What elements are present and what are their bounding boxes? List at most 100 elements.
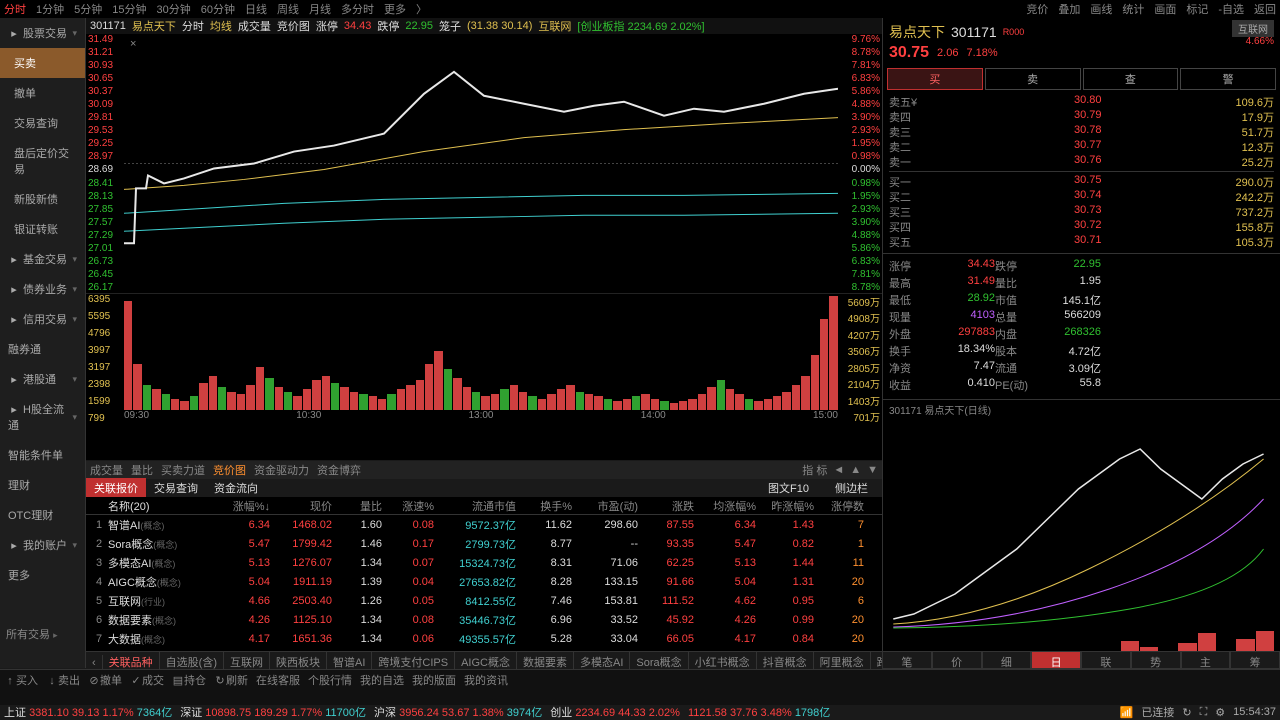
volume-chart[interactable]: 6395559547963997319723981599799 5609万490…: [86, 294, 882, 424]
btab-7[interactable]: 数据要素: [517, 652, 574, 669]
sidebar-group-8[interactable]: 理财: [0, 470, 85, 500]
col-header-9[interactable]: 涨跌: [638, 498, 694, 514]
status-action-5[interactable]: ↻刷新: [214, 672, 248, 688]
status-action-7[interactable]: 个股行情: [308, 672, 352, 688]
btab-0[interactable]: 关联品种: [103, 652, 160, 669]
sidebar-item-0-1[interactable]: 撤单: [0, 78, 85, 108]
col-header-10[interactable]: 均涨幅%: [694, 498, 756, 514]
timeframe-2[interactable]: 5分钟: [74, 1, 102, 17]
sidebar-group-7[interactable]: 智能条件单: [0, 440, 85, 470]
expand-icon[interactable]: ⛶: [1200, 706, 1208, 719]
col-header-8[interactable]: 市盈(动): [572, 498, 638, 514]
rtab-5[interactable]: 势: [1131, 651, 1181, 669]
status-action-9[interactable]: 我的版面: [412, 672, 456, 688]
sidebar-item-0-5[interactable]: 银证转账: [0, 214, 85, 244]
col-header-3[interactable]: 现价: [270, 498, 332, 514]
sidebar-item-0-2[interactable]: 交易查询: [0, 108, 85, 138]
timeframe-1[interactable]: 1分钟: [36, 1, 64, 17]
timeframe-3[interactable]: 15分钟: [112, 1, 146, 17]
sidebar-group-0[interactable]: ▸ 股票交易▾: [0, 18, 85, 48]
ind-tab-4[interactable]: 资金驱动力: [254, 462, 309, 478]
sidebar-group-11[interactable]: 更多: [0, 560, 85, 590]
rtab-4[interactable]: 联: [1081, 651, 1131, 669]
trade-btn-1[interactable]: 卖: [985, 68, 1081, 90]
table-row[interactable]: 1智谱AI(概念)6.341468.021.600.089572.37亿11.6…: [86, 515, 882, 534]
timeframe-6[interactable]: 日线: [245, 1, 267, 17]
timeframe-0[interactable]: 分时: [4, 1, 26, 17]
data-tab-r-0[interactable]: 图文F10: [760, 478, 817, 498]
table-row[interactable]: 5互联网(行业)4.662503.401.260.058412.55亿7.461…: [86, 591, 882, 610]
btab-6[interactable]: AIGC概念: [455, 652, 517, 669]
btab-11[interactable]: 抖音概念: [757, 652, 814, 669]
col-header-2[interactable]: 涨幅%↓: [218, 498, 270, 514]
timeframe-7[interactable]: 周线: [277, 1, 299, 17]
sidebar-item-0-4[interactable]: 新股新债: [0, 184, 85, 214]
status-action-0[interactable]: ↑买入: [4, 672, 38, 688]
table-row[interactable]: 3多模态AI(概念)5.131276.071.340.0715324.73亿8.…: [86, 553, 882, 572]
status-action-8[interactable]: 我的自选: [360, 672, 404, 688]
data-tab-r-1[interactable]: 侧边栏: [827, 478, 876, 498]
col-header-11[interactable]: 昨涨幅%: [756, 498, 814, 514]
topbar-action-4[interactable]: 画面: [1154, 1, 1176, 17]
index-item[interactable]: 上证 3381.10 39.13 1.17% 7364亿: [4, 704, 172, 720]
col-header-7[interactable]: 换手%: [516, 498, 572, 514]
col-header-4[interactable]: 量比: [332, 498, 382, 514]
btab-8[interactable]: 多模态AI: [574, 652, 630, 669]
status-action-1[interactable]: ↓卖出: [46, 672, 80, 688]
sidebar-group-2[interactable]: ▸ 债券业务▾: [0, 274, 85, 304]
data-tab-2[interactable]: 资金流向: [206, 478, 266, 498]
ind-tab-5[interactable]: 资金博弈: [317, 462, 361, 478]
sidebar-group-5[interactable]: ▸ 港股通▾: [0, 364, 85, 394]
index-item[interactable]: 1121.58 37.76 3.48% 1798亿: [688, 704, 830, 720]
trade-btn-2[interactable]: 查: [1083, 68, 1179, 90]
btab-12[interactable]: 阿里概念: [814, 652, 871, 669]
price-chart[interactable]: × 31.4931.2130.9330.6530.3730.0929.8129.…: [86, 34, 882, 294]
sidebar-group-1[interactable]: ▸ 基金交易▾: [0, 244, 85, 274]
table-row[interactable]: 6数据要素(概念)4.261125.101.340.0835446.73亿6.9…: [86, 610, 882, 629]
rtab-2[interactable]: 细: [982, 651, 1032, 669]
settings-icon[interactable]: ⚙: [1215, 706, 1225, 719]
rtab-3[interactable]: 日: [1031, 651, 1081, 669]
refresh-icon[interactable]: ↻: [1182, 706, 1191, 719]
sidebar-item-0-3[interactable]: 盘后定价交易: [0, 138, 85, 184]
trade-btn-0[interactable]: 买: [887, 68, 983, 90]
ind-ctrl-1[interactable]: ◄: [833, 464, 844, 476]
topbar-action-0[interactable]: 竞价: [1026, 1, 1048, 17]
topbar-action-7[interactable]: 返回: [1254, 1, 1276, 17]
sidebar-group-9[interactable]: OTC理财: [0, 500, 85, 530]
topbar-action-3[interactable]: 统计: [1122, 1, 1144, 17]
data-tab-0[interactable]: 关联报价: [86, 478, 146, 498]
data-tab-1[interactable]: 交易查询: [146, 478, 206, 498]
chevron-right-icon[interactable]: 〉: [416, 1, 427, 17]
all-trade-link[interactable]: 所有交易 ▸: [6, 626, 58, 642]
close-icon[interactable]: ×: [130, 38, 136, 50]
col-header-5[interactable]: 涨速%: [382, 498, 434, 514]
status-action-10[interactable]: 我的资讯: [464, 672, 508, 688]
sidebar-group-6[interactable]: ▸ H股全流通▾: [0, 394, 85, 440]
ind-ctrl-2[interactable]: ▲: [850, 464, 861, 476]
btab-2[interactable]: 互联网: [224, 652, 270, 669]
rtab-1[interactable]: 价: [932, 651, 982, 669]
sector-badge[interactable]: 互联网: [1232, 20, 1274, 37]
topbar-action-1[interactable]: 叠加: [1058, 1, 1080, 17]
ind-ctrl-0[interactable]: 指 标: [802, 462, 827, 478]
timeframe-10[interactable]: 更多: [384, 1, 406, 17]
btab-3[interactable]: 陕西板块: [270, 652, 327, 669]
topbar-action-5[interactable]: 标记: [1186, 1, 1208, 17]
status-action-4[interactable]: ▤持仓: [172, 672, 206, 688]
btab-10[interactable]: 小红书概念: [689, 652, 757, 669]
table-row[interactable]: 7大数据(概念)4.171651.361.340.0649355.57亿5.28…: [86, 629, 882, 648]
timeframe-4[interactable]: 30分钟: [157, 1, 191, 17]
status-action-6[interactable]: 在线客服: [256, 672, 300, 688]
col-header-12[interactable]: 涨停数: [814, 498, 864, 514]
ind-ctrl-3[interactable]: ▼: [867, 464, 878, 476]
sidebar-item-0-0[interactable]: 买卖: [0, 48, 85, 78]
btab-5[interactable]: 跨境支付CIPS: [372, 652, 455, 669]
col-header-1[interactable]: 名称(20): [108, 498, 218, 514]
topbar-action-2[interactable]: 画线: [1090, 1, 1112, 17]
btab-9[interactable]: Sora概念: [630, 652, 688, 669]
ind-tab-0[interactable]: 成交量: [90, 462, 123, 478]
ind-tab-3[interactable]: 竞价图: [213, 462, 246, 478]
index-item[interactable]: 创业 2234.69 44.33 2.02%: [550, 704, 680, 720]
trade-btn-3[interactable]: 警: [1180, 68, 1276, 90]
